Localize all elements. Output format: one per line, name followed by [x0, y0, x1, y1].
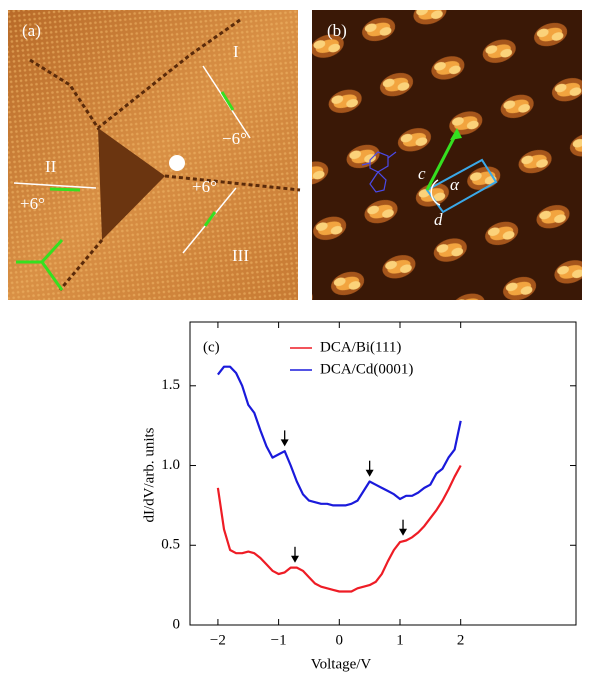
- figure: (a) I −6° II +6° +6° III (b) c α d (c) V…: [0, 0, 597, 677]
- annotation: −6°: [222, 129, 247, 148]
- series-line: [218, 466, 461, 592]
- legend-label: DCA/Cd(0001): [320, 361, 413, 377]
- y-tick-label: 1.5: [161, 377, 180, 393]
- peak-arrow-head: [399, 529, 407, 536]
- y-axis-label: dI/dV/arb. units: [141, 427, 157, 522]
- x-tick-label: 0: [336, 632, 344, 648]
- y-tick-label: 1.0: [161, 457, 180, 473]
- annotation: α: [450, 175, 460, 194]
- peak-arrow-head: [281, 439, 289, 446]
- stm-image-a: (a) I −6° II +6° +6° III: [8, 10, 300, 300]
- stm-image-b: (b) c α d: [312, 10, 582, 300]
- chart: (c) Voltage/V dI/dV/arb. units −2 −1 0 1 2 0 0…: [141, 322, 576, 672]
- panel-label: (a): [22, 21, 41, 40]
- annotation: I: [233, 42, 239, 61]
- x-tick-label: −1: [271, 632, 287, 648]
- annotation: c: [418, 164, 426, 183]
- x-axis-label: Voltage/V: [311, 656, 372, 672]
- x-tick-label: 1: [396, 632, 404, 648]
- y-tick-label: 0.5: [161, 537, 180, 553]
- x-tick-label: −2: [210, 632, 226, 648]
- annotation: III: [232, 246, 249, 265]
- legend-label: DCA/Bi(111): [320, 339, 401, 355]
- panel-label: (b): [327, 21, 347, 40]
- panel-label: (c): [203, 339, 220, 355]
- annotation: d: [434, 210, 443, 229]
- annotation: +6°: [20, 194, 45, 213]
- series-line: [218, 367, 461, 506]
- x-tick-label: 2: [457, 632, 465, 648]
- annotation: +6°: [192, 177, 217, 196]
- peak-arrow-head: [366, 470, 374, 477]
- y-tick-label: 0: [173, 616, 181, 632]
- annotation: II: [45, 157, 57, 176]
- peak-arrow-head: [291, 556, 299, 563]
